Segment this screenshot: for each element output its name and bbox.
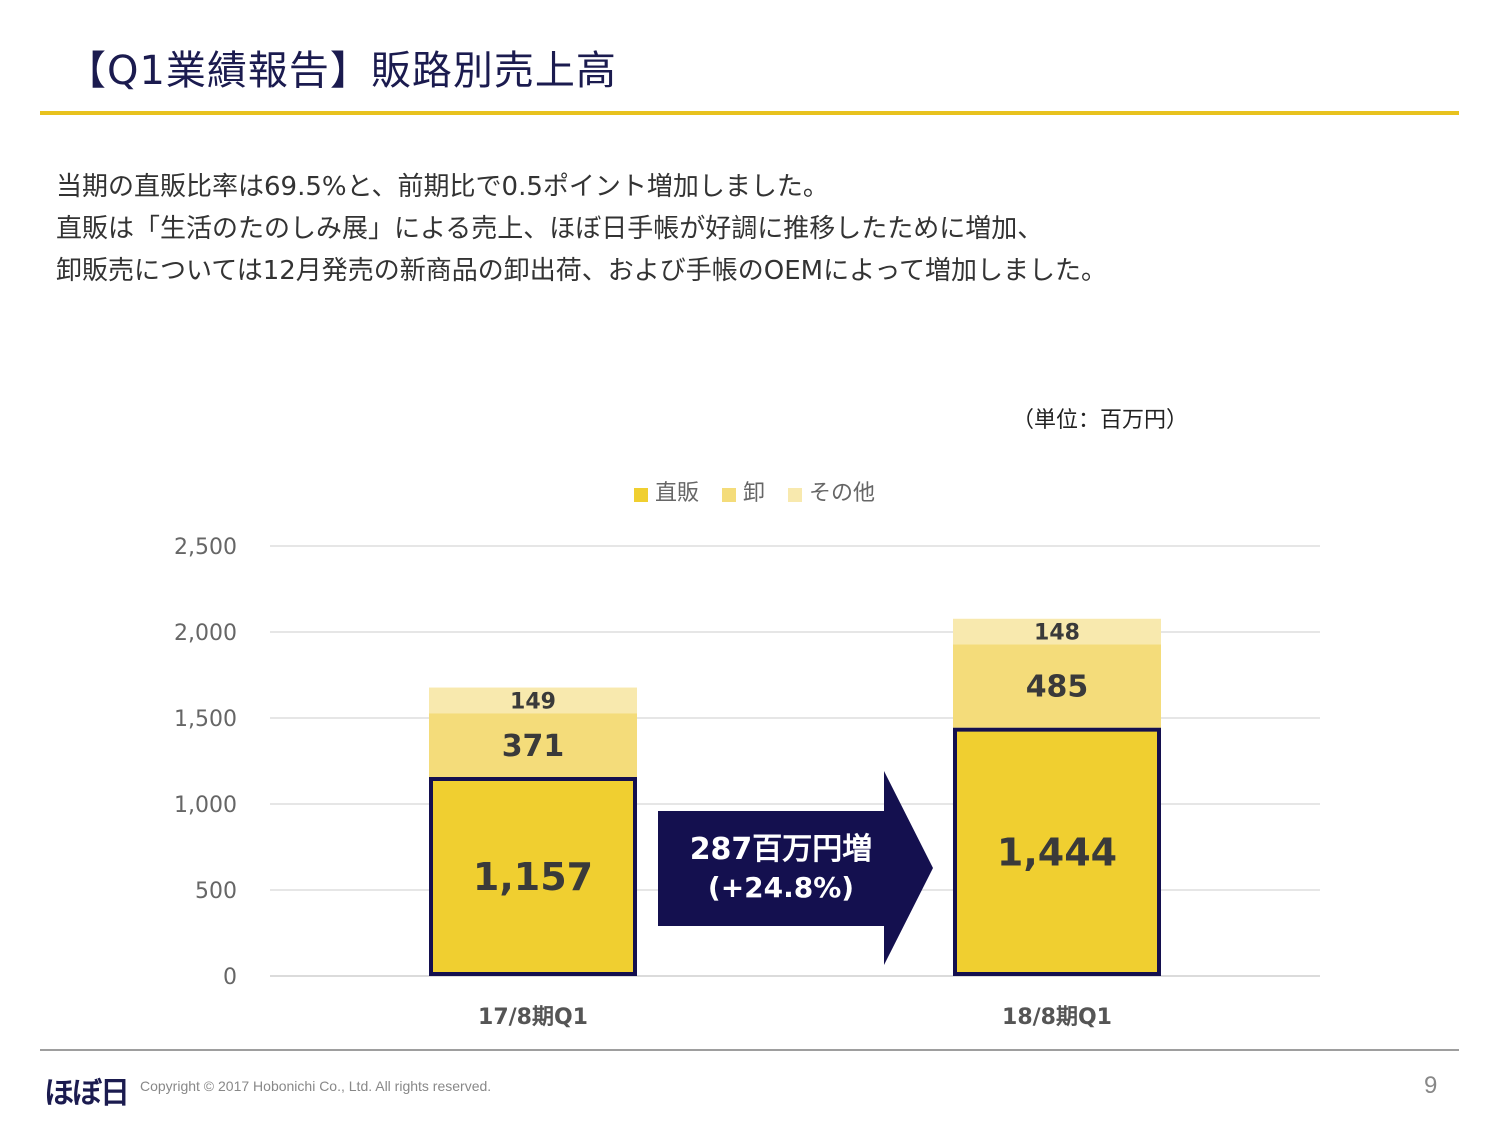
data-label: 371: [502, 729, 565, 764]
y-tick-label: 0: [223, 965, 237, 990]
growth-percent: (+24.8%): [708, 871, 854, 904]
y-tick-label: 2,500: [174, 535, 237, 560]
bar-segment: [429, 776, 637, 976]
legend-swatch: [788, 488, 802, 502]
page-title: 【Q1業績報告】販路別売上高: [66, 48, 617, 94]
y-tick-label: 2,000: [174, 621, 237, 646]
description: 当期の直販比率は69.5%と、前期比で0.5ポイント増加しました。 直販は「生活…: [56, 166, 1107, 292]
legend-swatch: [634, 488, 648, 502]
bar-segment: [953, 644, 1161, 728]
description-line-1: 当期の直販比率は69.5%と、前期比で0.5ポイント増加しました。: [56, 172, 829, 202]
y-tick-label: 1,000: [174, 793, 237, 818]
title-divider: [40, 111, 1459, 115]
page-number: 9: [1424, 1072, 1438, 1099]
x-tick-label: 18/8期Q1: [1002, 1005, 1112, 1030]
data-label: 149: [510, 689, 556, 714]
growth-label: 287百万円増: [690, 832, 873, 867]
description-line-3: 卸販売については12月発売の新商品の卸出荷、および手帳のOEMによって増加しまし…: [56, 256, 1108, 286]
y-tick-label: 1,500: [174, 707, 237, 732]
description-line-2: 直販は「生活のたのしみ展」による売上、ほぼ日手帳が好調に推移したために増加、: [56, 214, 1044, 244]
data-label: 1,444: [997, 830, 1117, 874]
data-label: 148: [1034, 620, 1080, 645]
footer-divider: [40, 1049, 1459, 1051]
y-tick-label: 500: [195, 879, 237, 904]
unit-label: （単位：百万円）: [1012, 408, 1189, 433]
bar-segment: [429, 713, 637, 777]
growth-arrow: [658, 771, 933, 965]
data-label: 485: [1026, 670, 1089, 705]
legend-swatch: [722, 488, 736, 502]
bar-segment: [953, 727, 1161, 977]
x-tick-label: 17/8期Q1: [478, 1005, 588, 1030]
bar-segment: [429, 687, 637, 714]
data-label: 1,157: [473, 855, 593, 899]
hobonichi-logo: ほぼ日: [44, 1076, 130, 1111]
copyright-text: Copyright © 2017 Hobonichi Co., Ltd. All…: [140, 1078, 492, 1094]
legend-label: その他: [809, 481, 875, 506]
bar-segment: [953, 618, 1161, 645]
legend-label: 直販: [655, 481, 699, 506]
legend-label: 卸: [743, 481, 765, 506]
